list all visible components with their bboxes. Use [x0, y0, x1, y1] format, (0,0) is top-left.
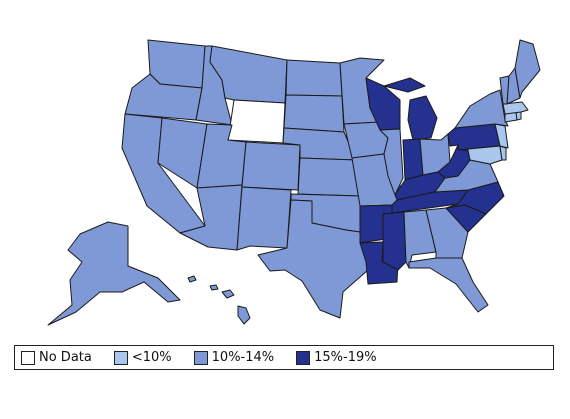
state-IL	[379, 128, 404, 196]
state-NM	[236, 186, 292, 251]
legend-item-10-14: 10%-14%	[193, 350, 275, 365]
map-legend: No Data <10% 10%-14% 15%-19%	[14, 345, 554, 370]
legend-item-under-10: <10%	[113, 350, 172, 365]
legend-item-15-19: 15%-19%	[296, 350, 377, 365]
state-IN	[402, 138, 424, 181]
state-MI	[383, 77, 438, 141]
legend-swatch-15-19	[296, 350, 311, 365]
us-choropleth-map	[47, 39, 541, 326]
legend-swatch-no-data	[21, 350, 35, 365]
state-NY	[454, 89, 509, 129]
state-AK	[47, 221, 181, 326]
legend-swatch-10-14	[193, 350, 208, 365]
state-MA	[502, 101, 529, 115]
state-FL	[408, 257, 489, 313]
state-MS	[382, 211, 407, 271]
state-ME	[514, 39, 541, 99]
state-HI	[187, 275, 251, 325]
legend-swatch-under-10	[113, 350, 128, 365]
state-WY	[227, 99, 286, 144]
legend-label-under-10: <10%	[131, 350, 172, 365]
state-KS	[297, 157, 361, 197]
state-RI	[515, 111, 522, 121]
legend-item-no-data: No Data	[21, 350, 92, 365]
state-CO	[241, 141, 301, 191]
legend-label-no-data: No Data	[39, 350, 92, 365]
state-SD	[283, 94, 345, 133]
legend-label-15-19: 15%-19%	[314, 350, 377, 365]
state-TX	[257, 199, 369, 319]
legend-label-10-14: 10%-14%	[211, 350, 275, 365]
state-ND	[285, 59, 343, 97]
